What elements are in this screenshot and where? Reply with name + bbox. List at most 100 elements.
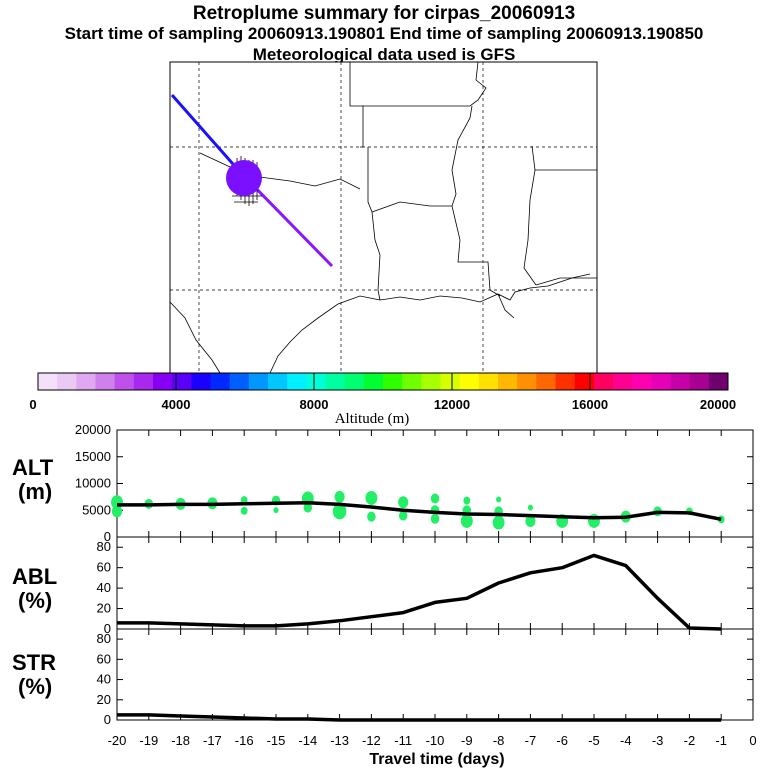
alt-panel-unit: (m) bbox=[18, 479, 52, 504]
x-tick-label: -14 bbox=[298, 733, 317, 748]
map-panel bbox=[169, 61, 598, 374]
colorbar-swatch bbox=[38, 373, 58, 390]
x-tick-label: -13 bbox=[330, 733, 349, 748]
map-graticule bbox=[170, 62, 597, 373]
colorbar-swatch bbox=[57, 373, 77, 390]
y-tick-label: 0 bbox=[104, 712, 111, 727]
colorbar-swatch bbox=[613, 373, 633, 390]
x-tick-label: -6 bbox=[556, 733, 568, 748]
str-panel-unit: (%) bbox=[18, 674, 52, 699]
source-location-marker bbox=[226, 160, 262, 196]
y-tick-label: 20 bbox=[97, 601, 111, 616]
colorbar-label: Altitude (m) bbox=[335, 411, 410, 427]
colorbar-frame bbox=[37, 372, 729, 391]
x-tick-label: -8 bbox=[493, 733, 505, 748]
x-tick-label: 0 bbox=[749, 733, 756, 748]
y-tick-label: 5000 bbox=[82, 502, 111, 517]
x-tick-label: -2 bbox=[684, 733, 696, 748]
abl-panel-label: ABL bbox=[12, 564, 57, 589]
colorbar-tick: 4000 bbox=[162, 397, 191, 412]
colorbar-swatch bbox=[76, 373, 96, 390]
y-tick-label: 40 bbox=[97, 672, 111, 687]
y-tick-label: 20000 bbox=[75, 422, 111, 437]
colorbar-swatch bbox=[517, 373, 537, 390]
altitude-distribution-dot bbox=[240, 506, 248, 515]
y-tick-label: 80 bbox=[97, 631, 111, 646]
x-tick-label: -7 bbox=[525, 733, 537, 748]
altitude-distribution-dot bbox=[527, 504, 533, 511]
x-tick-label: -10 bbox=[426, 733, 445, 748]
abl-panel: ABL (%) 80 60 40 20 0 bbox=[12, 536, 754, 636]
x-tick-label: -1 bbox=[715, 733, 727, 748]
x-tick-label: -17 bbox=[203, 733, 222, 748]
colorbar-swatch bbox=[689, 373, 710, 390]
alt-panel: ALT (m) 20000 15000 10000 5000 0 bbox=[12, 422, 754, 544]
series-line bbox=[117, 501, 722, 522]
colorbar-swatch bbox=[191, 373, 211, 390]
series-line bbox=[117, 553, 722, 631]
colorbar-swatch bbox=[363, 373, 384, 390]
colorbar-swatch bbox=[229, 373, 250, 390]
colorbar-tick: 0 bbox=[29, 397, 36, 412]
altitude-distribution-dot bbox=[367, 511, 376, 522]
altitude-distribution-dot bbox=[303, 502, 313, 513]
colorbar-swatch bbox=[536, 373, 556, 390]
trajectory-plume bbox=[170, 94, 334, 268]
colorbar-swatch bbox=[478, 373, 499, 390]
colorbar-swatch bbox=[651, 373, 671, 390]
y-tick-label: 40 bbox=[97, 580, 111, 595]
trajectory-northwest bbox=[170, 94, 242, 173]
colorbar-swatch bbox=[133, 373, 154, 390]
abl-panel-unit: (%) bbox=[18, 588, 52, 613]
colorbar-swatch bbox=[210, 373, 231, 390]
altitude-distribution-dot bbox=[525, 514, 536, 527]
colorbar-tick: 8000 bbox=[300, 397, 329, 412]
altitude-distribution-dot bbox=[430, 493, 440, 504]
colorbar-swatch bbox=[153, 373, 173, 390]
altitude-distribution-dot bbox=[273, 507, 279, 514]
colorbar-swatch bbox=[383, 373, 403, 390]
travel-time-axis: -20 -19 -18 -17 -16 -15 -14 -13 -12 -11 -10 -9 -8 -7-… bbox=[108, 733, 757, 748]
y-tick-label: 60 bbox=[97, 651, 111, 666]
colorbar-swatch bbox=[306, 373, 326, 390]
panel-frame bbox=[116, 628, 754, 721]
colorbar-swatch bbox=[593, 373, 614, 390]
y-tick-label: 15000 bbox=[75, 449, 111, 464]
y-tick-label: 0 bbox=[104, 529, 111, 544]
altitude-distribution-dot bbox=[332, 503, 347, 520]
y-tick-label: 80 bbox=[97, 539, 111, 554]
altitude-distribution-dot bbox=[111, 505, 123, 518]
colorbar-swatch bbox=[498, 373, 518, 390]
colorbar-swatch bbox=[555, 373, 576, 390]
colorbar-swatch bbox=[287, 373, 307, 390]
x-tick-label: -15 bbox=[267, 733, 286, 748]
x-tick-label: -5 bbox=[588, 733, 600, 748]
colorbar-tick: 20000 bbox=[700, 397, 736, 412]
x-tick-label: -3 bbox=[652, 733, 664, 748]
colorbar-tick: 12000 bbox=[434, 397, 470, 412]
colorbar-swatch bbox=[248, 373, 269, 390]
colorbar-swatch bbox=[114, 373, 135, 390]
colorbar-swatch bbox=[574, 373, 595, 390]
map-frame bbox=[169, 61, 598, 374]
x-tick-label: -16 bbox=[235, 733, 254, 748]
colorbar-swatch bbox=[268, 373, 288, 390]
y-tick-label: 0 bbox=[104, 621, 111, 636]
y-tick-label: 60 bbox=[97, 560, 111, 575]
x-tick-label: -18 bbox=[171, 733, 190, 748]
x-tick-label: -19 bbox=[139, 733, 158, 748]
x-axis-label: Travel time (days) bbox=[369, 751, 504, 768]
met-data-subtitle: Meteorological data used is GFS bbox=[252, 45, 516, 64]
colorbar-swatch bbox=[95, 373, 116, 390]
altitude-distribution-dot bbox=[334, 490, 345, 503]
str-panel: STR (%) 80 60 40 20 0 bbox=[12, 628, 754, 727]
y-tick-label: 20 bbox=[97, 692, 111, 707]
series-line bbox=[117, 713, 722, 722]
altitude-distribution-dot bbox=[492, 515, 505, 530]
altitude-distribution-dot bbox=[496, 496, 502, 503]
chart-title: Retroplume summary for cirpas_20060913 bbox=[192, 3, 576, 24]
map-boundaries bbox=[169, 61, 597, 374]
colorbar-swatch bbox=[632, 373, 652, 390]
altitude-distribution-dot bbox=[365, 490, 378, 505]
y-tick-label: 10000 bbox=[75, 476, 111, 491]
